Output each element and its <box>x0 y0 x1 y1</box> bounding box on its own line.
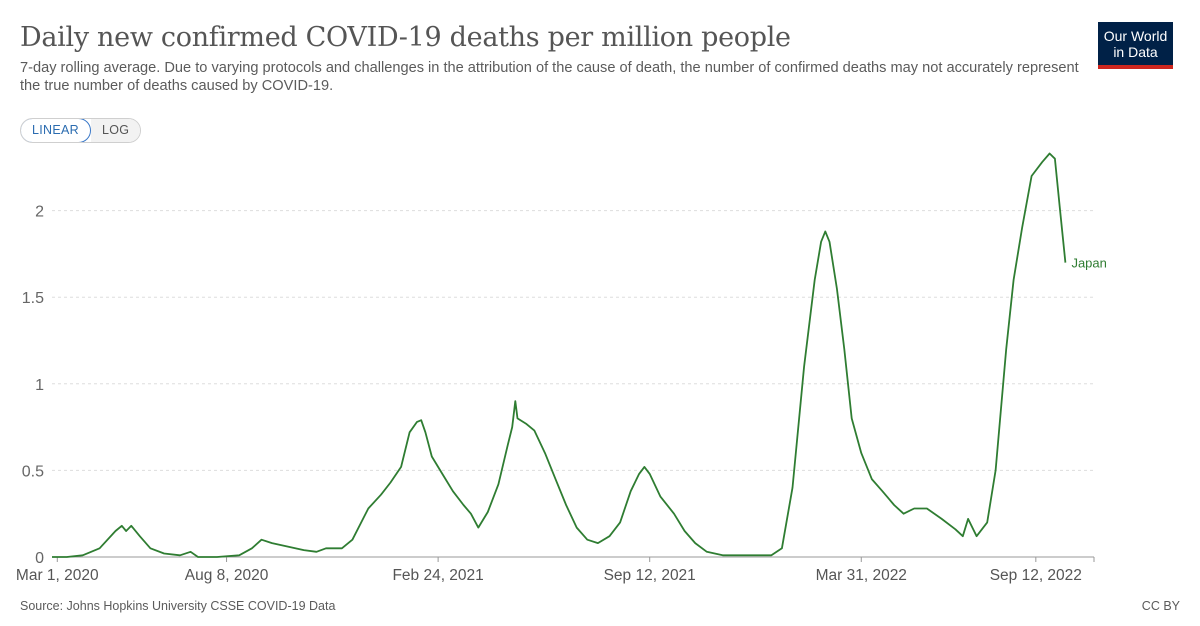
license-label[interactable]: CC BY <box>1141 599 1180 613</box>
y-tick-label: 2 <box>35 204 44 221</box>
y-tick-label: 0 <box>35 550 44 567</box>
series-label-japan[interactable]: Japan <box>1071 256 1106 271</box>
logo-line-2: in Data <box>1113 44 1158 60</box>
x-tick-label: Feb 24, 2021 <box>392 567 483 584</box>
x-tick-label: Mar 1, 2020 <box>16 567 99 584</box>
chart-subtitle: 7-day rolling average. Due to varying pr… <box>20 60 1079 94</box>
scale-toggle: LINEAR LOG <box>20 118 142 143</box>
x-tick-label: Sep 12, 2022 <box>990 567 1082 584</box>
chart-title: Daily new confirmed COVID-19 deaths per … <box>20 22 791 53</box>
logo-line-1: Our World <box>1103 28 1168 44</box>
source-note[interactable]: Source: Johns Hopkins University CSSE CO… <box>20 599 336 613</box>
log-scale-button[interactable]: LOG <box>90 119 141 142</box>
series-labels: Japan <box>1071 256 1106 271</box>
x-tick-label: Sep 12, 2021 <box>604 567 696 584</box>
series-line-japan[interactable] <box>52 152 1067 558</box>
gridlines <box>52 210 1094 471</box>
owid-logo[interactable]: Our World in Data <box>1098 22 1173 69</box>
y-tick-label: 1.5 <box>22 290 44 307</box>
x-tick-label: Mar 31, 2022 <box>816 567 907 584</box>
x-tick-label: Aug 8, 2020 <box>185 567 269 584</box>
y-tick-label: 1 <box>35 377 44 394</box>
axes: 0 0.5 1 1.5 2 Mar 1, 2020 Aug 8, 2020 Feb 24, 2… <box>16 204 1095 584</box>
y-tick-label: 0.5 <box>22 463 44 480</box>
linear-scale-button[interactable]: LINEAR <box>21 119 91 142</box>
series-lines <box>52 152 1067 558</box>
